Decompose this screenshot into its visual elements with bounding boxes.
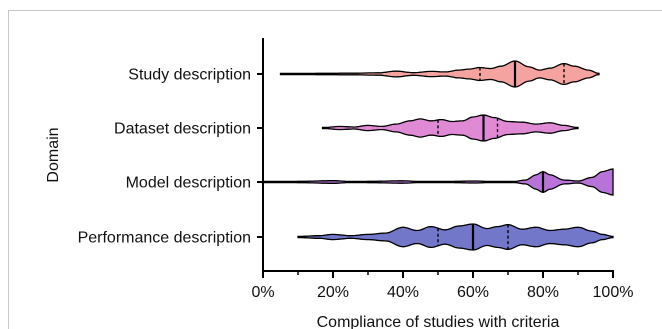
violins-layer [262,60,614,251]
violin-study-description [279,60,600,88]
x-tick-label-100: 100% [593,284,634,301]
y-tick-label-performance-description: Performance description [78,230,251,247]
violin-model-description [262,168,614,196]
y-axis-title: Domain [45,127,62,182]
chart-frame [8,10,662,329]
y-tick-label-study-description: Study description [128,67,251,84]
x-tick-label-0: 0% [251,284,274,301]
violin-dataset-description [321,114,579,142]
x-tick-label-80: 80% [527,284,559,301]
x-tick-label-40: 40% [387,284,419,301]
y-tick-label-model-description: Model description [126,175,251,192]
violin-performance-description [297,223,614,251]
y-ticks-layer: Study description Dataset description Mode… [78,67,263,247]
x-ticks-layer: 0% 20% 40% 60% 80% 100% [251,271,633,301]
x-tick-label-20: 20% [317,284,349,301]
y-tick-label-dataset-description: Dataset description [114,121,251,138]
x-axis-title: Compliance of studies with criteria [317,314,560,329]
x-tick-label-60: 60% [457,284,489,301]
